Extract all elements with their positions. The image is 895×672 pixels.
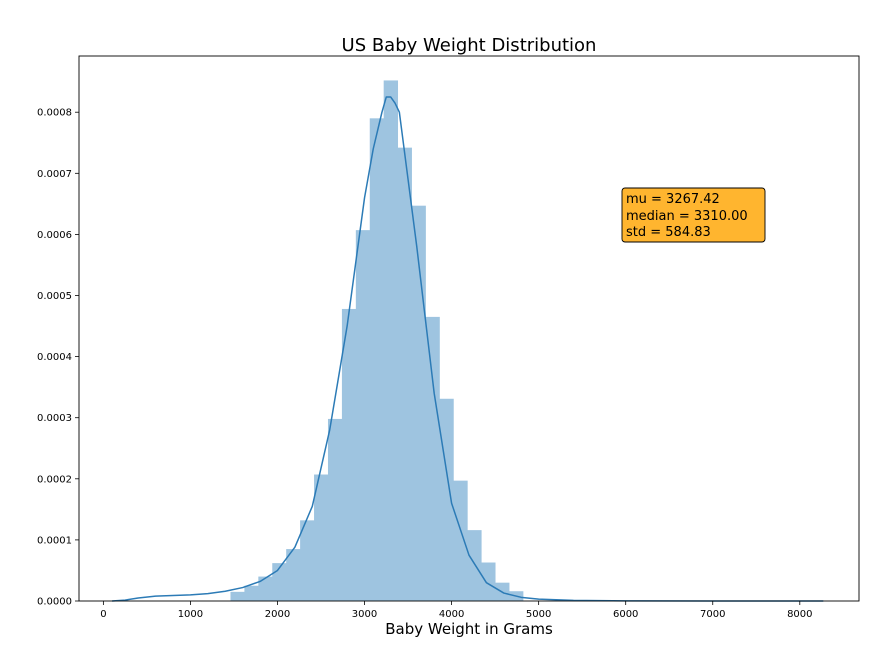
- histogram-bar-12: [397, 147, 412, 601]
- histogram-bar-1: [244, 585, 259, 601]
- x-axis-label: Baby Weight in Grams: [385, 620, 553, 638]
- histogram-bar-5: [300, 520, 315, 601]
- stat-std: std = 584.83: [626, 225, 711, 240]
- y-tick-label-5: 0.0005: [37, 291, 72, 302]
- histogram-bar-4: [286, 549, 301, 601]
- plot-frame: [78, 55, 860, 602]
- histogram-bar-14: [425, 316, 440, 601]
- stats-annotation: mu = 3267.42 median = 3310.00 std = 584.…: [621, 187, 766, 243]
- x-tick-label-0: 0: [100, 609, 106, 620]
- histogram-bar-16: [453, 480, 468, 601]
- x-tick-label-8: 8000: [787, 609, 812, 620]
- y-tick-label-4: 0.0004: [37, 352, 72, 363]
- histogram-bar-18: [481, 562, 496, 601]
- y-tick-label-2: 0.0002: [37, 474, 72, 485]
- histogram-bar-3: [272, 563, 287, 601]
- histogram-bar-13: [411, 205, 426, 601]
- y-axis: 0.0000 0.0001 0.0002 0.0003 0.0004 0.0005 0.00…: [37, 108, 79, 608]
- histogram-bar-11: [383, 80, 399, 602]
- stat-median: median = 3310.00: [626, 209, 748, 224]
- x-tick-label-6: 6000: [613, 609, 638, 620]
- stat-mean: mu = 3267.42: [626, 192, 720, 207]
- kde-line: [112, 96, 824, 602]
- histogram-bar-0: [230, 591, 245, 601]
- y-tick-label-3: 0.0003: [37, 413, 72, 424]
- x-tick-label-5: 5000: [526, 609, 551, 620]
- histogram-bar-2: [258, 576, 273, 601]
- y-tick-label-0: 0.0000: [37, 597, 72, 608]
- x-tick-label-3: 3000: [352, 609, 377, 620]
- histogram-bar-9: [355, 230, 371, 601]
- x-axis: 0 1000 2000 3000 4000 5000 6000 7000 8000: [100, 601, 813, 620]
- x-tick-label-2: 2000: [265, 609, 290, 620]
- bars-layer: [230, 80, 524, 602]
- x-tick-label-7: 7000: [700, 609, 725, 620]
- kde-layer: [112, 96, 824, 602]
- histogram-bar-8: [341, 308, 357, 601]
- y-tick-label-1: 0.0001: [37, 535, 72, 546]
- histogram-bar-17: [467, 530, 482, 601]
- y-tick-label-8: 0.0008: [37, 108, 72, 119]
- y-tick-label-6: 0.0006: [37, 230, 72, 241]
- histogram-bar-10: [369, 118, 385, 602]
- y-tick-label-7: 0.0007: [37, 169, 72, 180]
- chart-title: US Baby Weight Distribution: [342, 35, 597, 56]
- x-tick-label-4: 4000: [439, 609, 464, 620]
- stats-annotation-box: [621, 187, 766, 243]
- histogram-bar-7: [327, 418, 343, 601]
- histogram-bar-6: [314, 474, 329, 601]
- x-tick-label-1: 1000: [178, 609, 203, 620]
